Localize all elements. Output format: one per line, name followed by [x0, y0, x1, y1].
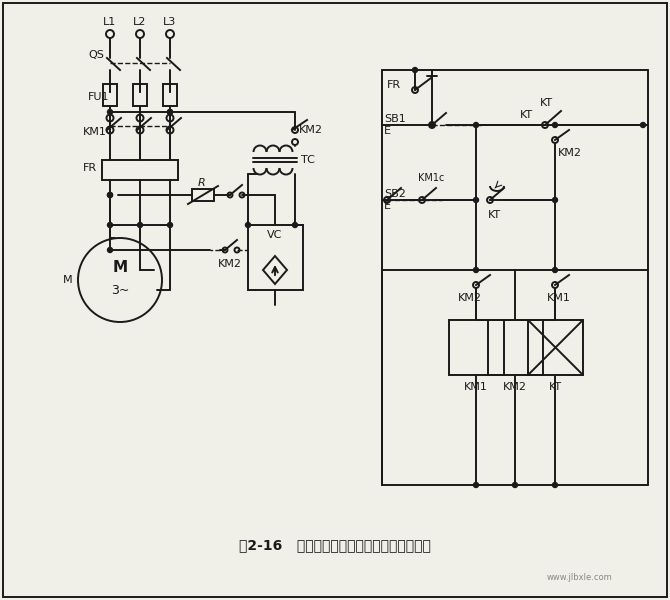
Text: L3: L3 — [163, 17, 177, 27]
Text: KM2: KM2 — [558, 148, 582, 158]
Circle shape — [474, 197, 478, 202]
Circle shape — [429, 122, 435, 127]
Circle shape — [168, 223, 172, 227]
Circle shape — [553, 122, 557, 127]
Text: KM2: KM2 — [458, 293, 482, 303]
Circle shape — [641, 122, 645, 127]
Bar — [102, 160, 178, 180]
Circle shape — [107, 109, 113, 115]
Circle shape — [107, 247, 113, 253]
Bar — [133, 84, 147, 106]
Circle shape — [553, 268, 557, 272]
Text: KT: KT — [540, 98, 553, 108]
Text: www.jlbxle.com: www.jlbxle.com — [547, 574, 613, 583]
Circle shape — [513, 482, 517, 487]
Bar — [488, 320, 543, 375]
Text: E: E — [384, 126, 391, 136]
Bar — [163, 84, 177, 106]
Text: KT: KT — [549, 382, 561, 392]
Text: KM1: KM1 — [83, 127, 107, 137]
Text: KT: KT — [520, 110, 533, 120]
Text: KM1: KM1 — [464, 382, 488, 392]
Text: QS: QS — [88, 50, 104, 60]
Text: M: M — [62, 275, 72, 285]
Circle shape — [553, 197, 557, 202]
Circle shape — [107, 193, 113, 197]
Bar — [528, 320, 583, 375]
Text: KM1c: KM1c — [418, 173, 444, 183]
Text: FR: FR — [387, 80, 401, 90]
Text: 图2-16   以时间原则控制的单向能耗制动线路: 图2-16 以时间原则控制的单向能耗制动线路 — [239, 538, 431, 552]
Text: SB2: SB2 — [384, 189, 406, 199]
Text: KT: KT — [488, 210, 501, 220]
Circle shape — [474, 268, 478, 272]
Text: VC: VC — [267, 230, 283, 240]
Circle shape — [168, 109, 172, 115]
Text: KM1: KM1 — [547, 293, 571, 303]
Circle shape — [474, 482, 478, 487]
Circle shape — [474, 122, 478, 127]
Text: FR: FR — [83, 163, 97, 173]
Circle shape — [168, 109, 172, 115]
Bar — [449, 320, 504, 375]
Text: L2: L2 — [133, 17, 147, 27]
Text: E: E — [384, 201, 391, 211]
Text: M: M — [113, 260, 127, 275]
Text: KM2: KM2 — [218, 259, 242, 269]
Bar — [103, 84, 117, 106]
Circle shape — [245, 223, 251, 227]
Bar — [248, 225, 303, 290]
Circle shape — [293, 223, 297, 227]
Text: R: R — [198, 178, 206, 188]
Circle shape — [107, 223, 113, 227]
Circle shape — [413, 67, 417, 73]
Text: 3~: 3~ — [111, 283, 129, 296]
Text: KM2: KM2 — [299, 125, 323, 135]
Text: TC: TC — [301, 155, 315, 165]
Circle shape — [553, 482, 557, 487]
Text: SB1: SB1 — [384, 114, 406, 124]
Circle shape — [137, 223, 143, 227]
Circle shape — [107, 193, 113, 197]
Text: KM2: KM2 — [503, 382, 527, 392]
Bar — [192, 189, 214, 201]
Text: FU1: FU1 — [88, 92, 109, 102]
Text: L1: L1 — [103, 17, 117, 27]
